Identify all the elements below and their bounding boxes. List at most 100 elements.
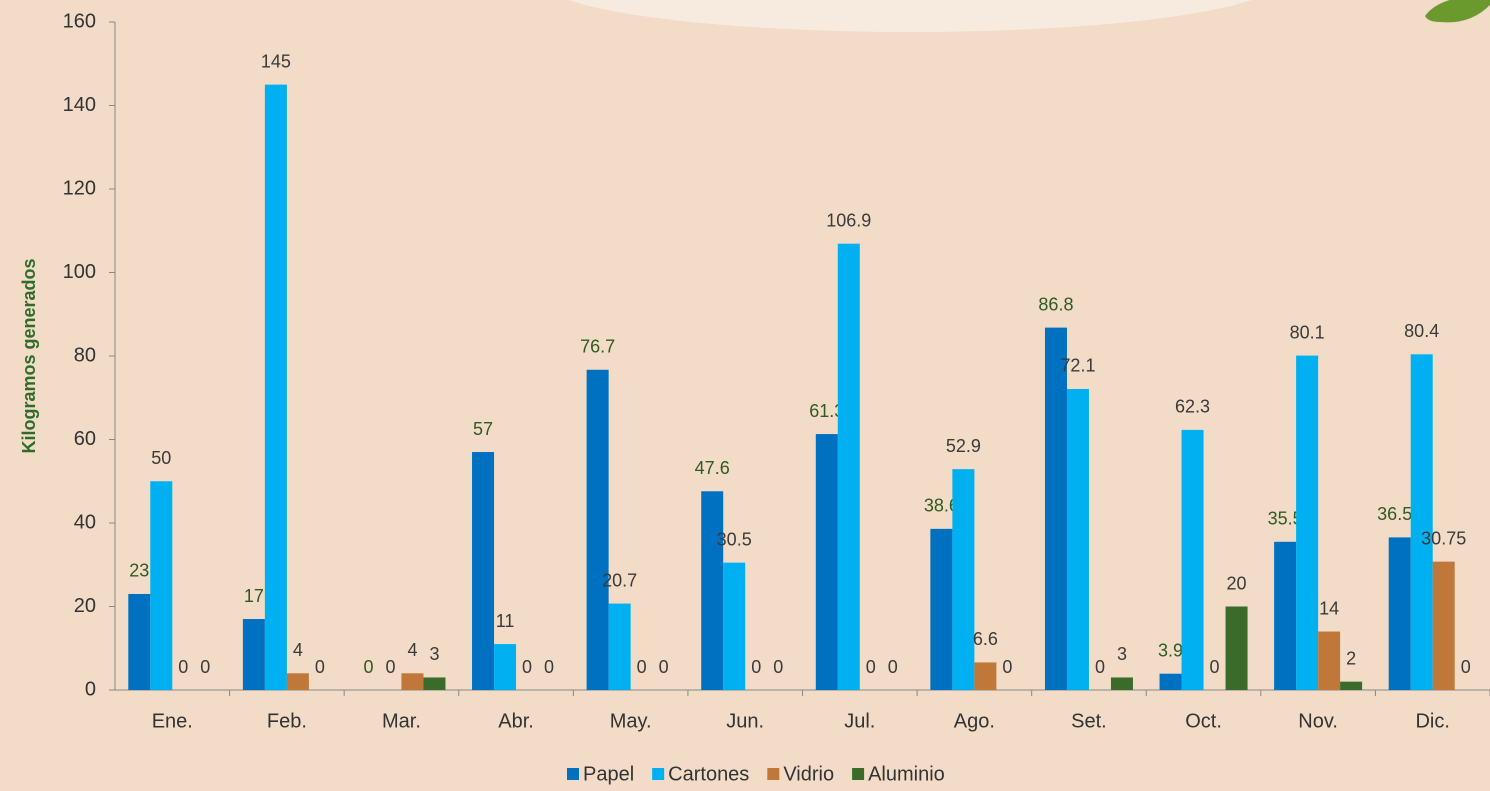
data-label: 0 xyxy=(522,657,532,677)
legend-swatch xyxy=(652,768,664,780)
bar xyxy=(1182,430,1204,690)
legend-label: Vidrio xyxy=(783,763,834,785)
bar xyxy=(816,434,838,690)
legend-swatch xyxy=(567,768,579,780)
data-label: 0 xyxy=(385,657,395,677)
data-label: 0 xyxy=(659,657,669,677)
data-label: 2 xyxy=(1346,648,1356,668)
chart: Kilogramos generados 0204060801001201401… xyxy=(0,0,1490,791)
data-label: 62.3 xyxy=(1175,397,1210,417)
x-tick-label: Oct. xyxy=(1185,710,1222,732)
data-label: 14 xyxy=(1319,598,1339,618)
bar xyxy=(723,563,745,690)
bar xyxy=(494,644,516,690)
y-tick-label: 40 xyxy=(74,511,96,533)
bar xyxy=(150,481,172,690)
data-label: 86.8 xyxy=(1038,294,1073,314)
x-tick-label: Jun. xyxy=(726,710,764,732)
data-label: 30.5 xyxy=(717,529,752,549)
data-label: 50 xyxy=(151,448,171,468)
data-label: 0 xyxy=(200,657,210,677)
data-label: 57 xyxy=(473,419,493,439)
data-label: 0 xyxy=(363,657,373,677)
bar xyxy=(1274,542,1296,690)
data-label: 0 xyxy=(888,657,898,677)
x-tick-label: Feb. xyxy=(267,710,307,732)
bar xyxy=(243,619,265,690)
bar xyxy=(1067,389,1089,690)
y-tick-label: 160 xyxy=(63,10,96,32)
data-label: 145 xyxy=(261,51,291,71)
bar xyxy=(1296,356,1318,690)
data-label: 0 xyxy=(866,657,876,677)
bar xyxy=(1433,562,1455,690)
bar xyxy=(1340,682,1362,690)
bar xyxy=(1111,677,1133,690)
data-label: 0 xyxy=(1095,657,1105,677)
data-label: 23 xyxy=(129,561,149,581)
data-label: 3 xyxy=(1117,644,1127,664)
data-label: 47.6 xyxy=(695,458,730,478)
bar xyxy=(1045,328,1067,690)
bar xyxy=(128,594,150,690)
data-label: 0 xyxy=(773,657,783,677)
data-label: 4 xyxy=(407,640,417,660)
y-tick-label: 140 xyxy=(63,94,96,116)
data-label: 0 xyxy=(1210,657,1220,677)
data-label: 17 xyxy=(244,586,264,606)
y-tick-label: 100 xyxy=(63,261,96,283)
bar xyxy=(974,662,996,690)
data-label: 3.9 xyxy=(1158,640,1183,660)
bar xyxy=(952,469,974,690)
x-tick-label: Mar. xyxy=(382,710,421,732)
legend-swatch xyxy=(852,768,864,780)
bar xyxy=(587,370,609,690)
data-label: 80.1 xyxy=(1290,322,1325,342)
legend-label: Cartones xyxy=(668,763,749,785)
data-label: 0 xyxy=(315,657,325,677)
data-label: 3 xyxy=(429,644,439,664)
y-tick-label: 120 xyxy=(63,177,96,199)
data-label: 80.4 xyxy=(1404,321,1439,341)
legend-label: Papel xyxy=(583,763,634,785)
y-axis-title: Kilogramos generados xyxy=(19,258,39,453)
bar xyxy=(423,677,445,690)
data-label: 4 xyxy=(293,640,303,660)
data-label: 0 xyxy=(1461,657,1471,677)
legend-label: Aluminio xyxy=(868,763,945,785)
data-label: 106.9 xyxy=(826,210,871,230)
data-label: 11 xyxy=(496,611,515,631)
bar xyxy=(472,452,494,690)
bar xyxy=(930,529,952,690)
y-tick-label: 0 xyxy=(85,678,96,700)
data-label: 6.6 xyxy=(973,629,998,649)
x-tick-label: Nov. xyxy=(1298,710,1338,732)
bar xyxy=(287,673,309,690)
data-label: 76.7 xyxy=(580,337,615,357)
data-label: 72.1 xyxy=(1060,356,1095,376)
data-label: 20.7 xyxy=(602,570,637,590)
bar xyxy=(701,491,723,690)
data-label: 30.75 xyxy=(1421,528,1466,548)
y-tick-label: 20 xyxy=(74,595,96,617)
data-label: 52.9 xyxy=(946,436,981,456)
x-tick-label: May. xyxy=(610,710,652,732)
bar xyxy=(838,244,860,690)
bar xyxy=(401,673,423,690)
x-tick-label: Dic. xyxy=(1415,710,1449,732)
bar xyxy=(1411,354,1433,690)
data-label: 0 xyxy=(544,657,554,677)
bar xyxy=(1160,674,1182,690)
bar xyxy=(609,604,631,690)
legend-swatch xyxy=(767,768,779,780)
y-tick-label: 60 xyxy=(74,428,96,450)
data-label: 0 xyxy=(1002,657,1012,677)
y-tick-label: 80 xyxy=(74,344,96,366)
x-tick-label: Ago. xyxy=(954,710,995,732)
data-label: 0 xyxy=(751,657,761,677)
x-tick-label: Set. xyxy=(1071,710,1107,732)
bar xyxy=(1318,632,1340,690)
data-label: 0 xyxy=(178,657,188,677)
data-label: 20 xyxy=(1227,573,1247,593)
data-label: 0 xyxy=(637,657,647,677)
